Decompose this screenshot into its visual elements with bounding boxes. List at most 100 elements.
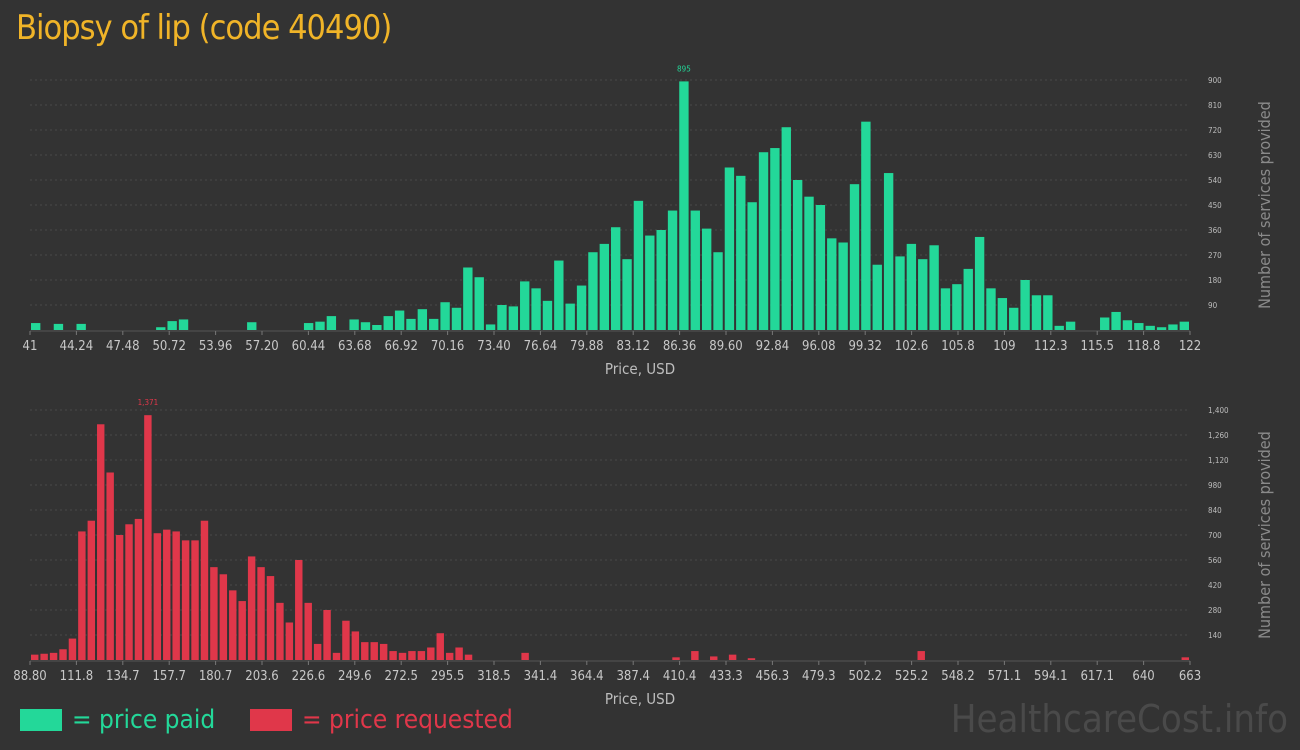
bar: [690, 210, 700, 330]
x-tick-label: 86.36: [663, 339, 696, 354]
bar: [332, 652, 341, 660]
bar: [78, 531, 86, 660]
bar: [303, 323, 314, 330]
bar: [710, 656, 718, 660]
bar: [691, 651, 699, 660]
bar: [804, 196, 814, 330]
bar: [1009, 307, 1019, 330]
bar: [565, 303, 575, 330]
bar: [167, 321, 177, 330]
bar: [521, 652, 529, 660]
bar: [342, 620, 350, 660]
x-tick-label: 525.2: [895, 669, 928, 684]
bar: [172, 531, 180, 660]
bar: [313, 643, 322, 660]
legend-swatch-paid: [20, 709, 62, 731]
bar: [219, 574, 228, 660]
bar: [1145, 325, 1155, 330]
bar: [918, 259, 928, 330]
bar: [645, 235, 655, 330]
bar: [349, 319, 359, 330]
bar: [770, 148, 780, 330]
y-tick-label: 180: [1208, 276, 1222, 285]
bar: [667, 210, 678, 330]
bar: [815, 205, 826, 330]
bar: [1168, 324, 1178, 330]
bar: [622, 259, 632, 330]
bar: [97, 424, 105, 660]
bar: [210, 567, 218, 660]
bar: [436, 633, 444, 660]
bar: [1156, 327, 1167, 330]
x-tick-label: 134.7: [106, 669, 139, 684]
y-tick-label: 540: [1208, 176, 1222, 185]
bar: [247, 556, 256, 660]
x-tick-label: 66.92: [384, 339, 417, 354]
y-tick-label: 810: [1208, 101, 1222, 110]
bar: [713, 252, 723, 330]
watermark: HealthcareCost.info: [950, 697, 1288, 741]
chart-price-paid: 90 180 270 360 450 540 630 720 810 900 895 41 44.24 4…: [23, 64, 1274, 378]
bar: [106, 472, 114, 660]
chart-price-requested: 140 280 420 560 700 840 980 1,120 1,260 1,400 1,37…: [13, 398, 1274, 708]
y-tick-label: 90: [1208, 301, 1218, 310]
x-tick-label: 663: [1179, 669, 1201, 684]
x-tick-label: 272.5: [384, 669, 417, 684]
bar: [370, 642, 378, 660]
x-tick-label: 456.3: [756, 669, 789, 684]
x-tick-label: 318.5: [477, 669, 510, 684]
bar: [1043, 295, 1053, 330]
bar: [134, 518, 143, 660]
bar: [554, 260, 564, 330]
bar: [31, 654, 39, 660]
bar: [906, 243, 917, 330]
y-tick-label: 840: [1208, 506, 1222, 515]
x-tick-label: 479.3: [802, 669, 835, 684]
bar: [87, 520, 96, 660]
bar: [861, 121, 871, 331]
y-tick-label: 270: [1208, 251, 1222, 260]
bar: [389, 651, 397, 660]
bar: [986, 288, 996, 330]
legend-swatch-requested: [250, 709, 292, 731]
y-axis-label: Number of services provided: [1255, 431, 1274, 639]
bar: [394, 310, 405, 330]
x-axis-label: Price, USD: [605, 360, 675, 378]
bar: [520, 281, 530, 330]
x-tick-label: 63.68: [338, 339, 371, 354]
bar: [485, 324, 496, 330]
bar: [997, 298, 1008, 330]
peak-value-label: 895: [677, 64, 691, 73]
bar: [49, 652, 58, 660]
bar: [724, 167, 735, 330]
bar: [895, 256, 905, 330]
bar: [781, 127, 791, 330]
y-tick-label: 1,120: [1208, 456, 1229, 465]
x-tick-label: 73.40: [477, 339, 510, 354]
bar: [1122, 320, 1133, 330]
y-tick-label: 1,260: [1208, 431, 1229, 440]
bar: [455, 647, 463, 660]
bar: [417, 651, 426, 660]
x-tick-label: 571.1: [988, 669, 1021, 684]
x-tick-label: 41: [23, 339, 38, 354]
x-tick-label: 111.8: [60, 669, 93, 684]
y-tick-label: 280: [1208, 606, 1222, 615]
bar: [257, 567, 265, 660]
x-tick-label: 226.6: [292, 669, 325, 684]
x-axis-label: Price, USD: [605, 690, 675, 708]
bar: [276, 602, 284, 660]
y-tick-label: 360: [1208, 226, 1222, 235]
bar: [1054, 325, 1064, 330]
bar: [1020, 280, 1030, 330]
bar: [351, 631, 360, 660]
x-tick-label: 249.6: [338, 669, 371, 684]
x-tick-label: 83.12: [616, 339, 649, 354]
bar: [974, 236, 985, 330]
x-tick-label: 387.4: [616, 669, 649, 684]
x-tick-label: 102.6: [895, 339, 928, 354]
bar: [929, 245, 939, 330]
bar: [326, 316, 337, 330]
y-tick-label: 700: [1208, 531, 1222, 540]
x-tick-label: 341.4: [524, 669, 557, 684]
